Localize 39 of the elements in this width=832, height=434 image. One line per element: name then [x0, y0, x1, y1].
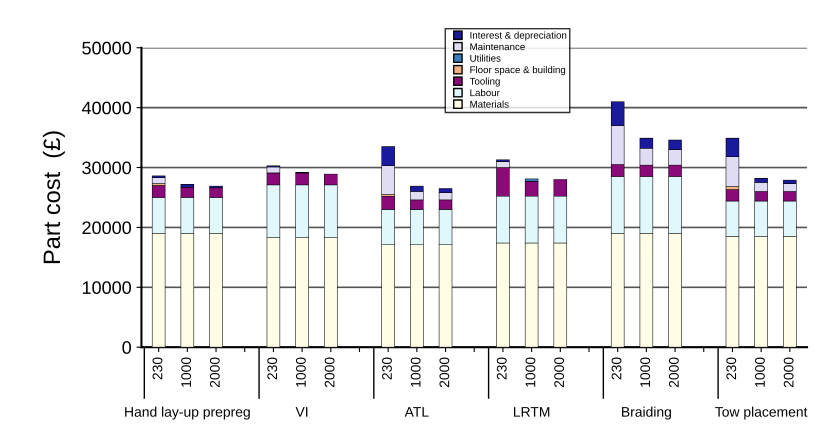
x-tick-label: 230 — [382, 357, 392, 380]
x-tick-label: 2000 — [554, 357, 564, 388]
x-tick-label: 1000 — [640, 357, 650, 387]
text: Braiding — [622, 406, 671, 420]
y-tick-label: 0 — [122, 341, 132, 354]
y-axis-title: Part cost (£) — [42, 131, 65, 264]
text: ATL — [404, 407, 429, 417]
x-tick-label: 230 — [152, 357, 162, 380]
y-tick-label: 50000 — [82, 42, 132, 54]
x-tick-label: 1000 — [181, 357, 192, 387]
legend-label: Floor space & building — [470, 66, 566, 76]
x-tick-label: 2000 — [668, 357, 679, 388]
y-tick-label: 20000 — [82, 221, 132, 234]
legend-label: Maintenance — [470, 43, 525, 50]
x-tick-label: 2000 — [439, 357, 450, 388]
x-tick-label: 230 — [726, 357, 736, 380]
x-tick-label: 230 — [612, 357, 622, 380]
legend-label: Labour — [470, 89, 500, 96]
y-tick-label: 40000 — [82, 102, 132, 114]
x-tick-label: 2000 — [784, 357, 794, 388]
x-tick-label: 1000 — [410, 357, 421, 387]
x-tick-label: 230 — [267, 357, 278, 380]
y-tick-label: 10000 — [82, 281, 132, 294]
y-tick-label: 30000 — [82, 161, 132, 174]
text: Hand lay-up prepreg — [125, 406, 250, 420]
legend-label: Tooling — [470, 78, 500, 87]
text: Tow placement — [715, 406, 808, 420]
x-tick-label: 2000 — [324, 357, 335, 388]
text: LRTM — [514, 407, 550, 417]
legend-label: Materials — [470, 100, 509, 108]
text: VI — [296, 407, 308, 417]
legend-label: Interest & depreciation — [470, 32, 566, 41]
x-tick-label: 1000 — [526, 357, 536, 387]
x-tick-label: 230 — [496, 357, 507, 380]
x-tick-label: 1000 — [296, 357, 306, 387]
x-tick-label: 2000 — [210, 357, 220, 388]
legend-label: Utilities — [470, 54, 501, 62]
bar — [152, 177, 166, 184]
x-tick-label: 1000 — [755, 357, 765, 387]
